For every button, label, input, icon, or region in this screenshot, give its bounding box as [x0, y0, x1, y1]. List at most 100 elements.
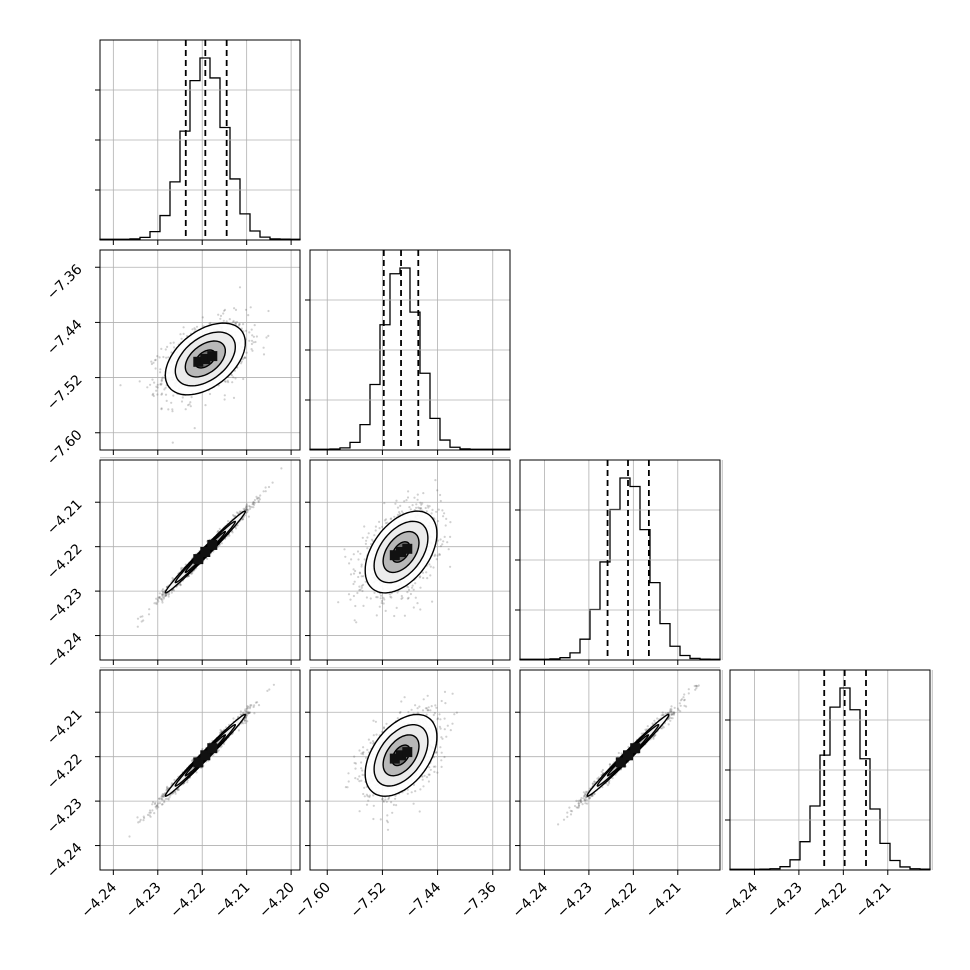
- sample-point: [158, 597, 161, 600]
- sample-point: [253, 503, 256, 506]
- sample-point: [172, 394, 175, 397]
- sample-point: [189, 401, 192, 404]
- sample-point: [253, 704, 256, 707]
- density-peak: [396, 547, 406, 557]
- sample-point: [164, 594, 167, 597]
- sample-point: [352, 572, 356, 575]
- sample-point: [247, 508, 250, 511]
- sample-point: [160, 347, 163, 350]
- sample-point: [419, 507, 422, 510]
- sample-point: [366, 536, 369, 539]
- sample-point: [174, 790, 177, 794]
- sample-point: [262, 353, 266, 356]
- sample-point: [167, 408, 170, 411]
- sample-point: [356, 591, 359, 595]
- sample-point: [406, 591, 409, 594]
- sample-point: [232, 717, 235, 720]
- sample-point: [376, 596, 379, 599]
- sample-point: [242, 711, 245, 714]
- sample-point: [240, 360, 243, 363]
- sample-point: [433, 554, 436, 558]
- sample-point: [393, 515, 396, 518]
- sample-point: [222, 742, 226, 746]
- sample-point: [234, 322, 237, 325]
- sample-point: [439, 545, 442, 548]
- sample-point: [152, 394, 155, 398]
- sample-point: [405, 499, 408, 502]
- sample-point: [204, 404, 207, 407]
- sample-point: [163, 799, 166, 802]
- sample-point: [251, 349, 254, 352]
- sample-point: [162, 597, 165, 600]
- sample-point: [189, 405, 192, 408]
- density-peak: [207, 539, 218, 550]
- sample-point: [246, 720, 249, 723]
- sample-point: [119, 384, 122, 387]
- sample-point: [201, 316, 204, 319]
- sample-point: [227, 381, 230, 384]
- sample-point: [224, 380, 227, 383]
- sample-point: [245, 351, 248, 354]
- sample-point: [246, 509, 249, 512]
- sample-point: [412, 606, 415, 609]
- sample-point: [179, 333, 182, 336]
- sample-point: [436, 520, 440, 523]
- sample-point: [401, 596, 404, 599]
- sample-point: [439, 538, 442, 541]
- sample-point: [407, 586, 410, 589]
- sample-point: [253, 324, 256, 327]
- sample-point: [361, 589, 364, 593]
- sample-point: [248, 707, 251, 710]
- sample-point: [164, 393, 168, 396]
- sample-point: [164, 593, 168, 596]
- sample-point: [160, 382, 163, 385]
- sample-point: [258, 496, 261, 499]
- sample-point: [255, 495, 258, 498]
- sample-point: [155, 602, 158, 606]
- sample-point: [161, 798, 164, 802]
- sample-point: [173, 778, 176, 782]
- sample-point: [171, 441, 174, 444]
- sample-point: [352, 594, 355, 598]
- sample-point: [416, 498, 419, 501]
- sample-point: [422, 492, 425, 495]
- sample-point: [179, 584, 182, 587]
- sample-point: [253, 502, 256, 505]
- sample-point: [167, 356, 170, 359]
- sample-point: [160, 408, 163, 411]
- sample-point: [437, 508, 440, 511]
- sample-point: [157, 600, 160, 603]
- sample-point: [160, 598, 163, 601]
- sample-point: [225, 320, 228, 323]
- y-tick-label: −7.44: [44, 317, 86, 359]
- sample-point: [182, 332, 185, 335]
- sample-point: [171, 576, 174, 580]
- sample-point: [248, 331, 251, 334]
- sample-point: [259, 494, 262, 497]
- sample-point: [410, 586, 414, 589]
- sample-point: [352, 582, 355, 586]
- sample-point: [163, 801, 166, 804]
- sample-point: [258, 498, 261, 501]
- sample-point: [238, 510, 241, 513]
- sample-point: [160, 597, 163, 601]
- sample-point: [343, 548, 346, 551]
- sample-point: [439, 499, 442, 503]
- sample-point: [165, 789, 168, 792]
- sample-point: [252, 502, 255, 505]
- sample-point: [165, 593, 168, 596]
- histogram-step: [99, 57, 301, 240]
- sample-point: [208, 322, 211, 325]
- sample-point: [434, 553, 437, 556]
- sample-point: [264, 490, 267, 493]
- sample-point: [428, 563, 431, 566]
- sample-point: [411, 504, 414, 507]
- sample-point: [161, 588, 165, 591]
- sample-point: [209, 321, 212, 325]
- sample-point: [195, 771, 198, 774]
- sample-point: [161, 595, 164, 599]
- sample-point: [157, 596, 160, 599]
- sample-point: [415, 506, 418, 509]
- sample-point: [244, 356, 247, 359]
- sample-point: [166, 345, 169, 348]
